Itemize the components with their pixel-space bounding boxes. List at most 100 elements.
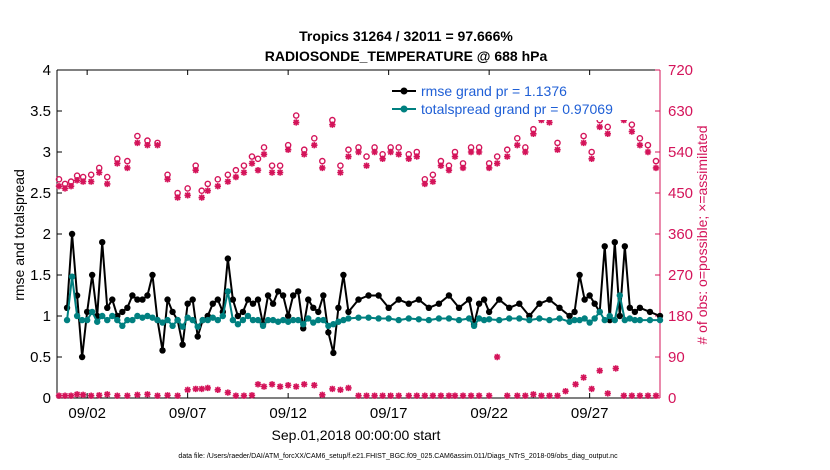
obs-assimilated-point (260, 151, 268, 158)
totalspread-point (320, 316, 327, 324)
obs-assimilated-point (413, 153, 420, 160)
rmse-point (274, 288, 282, 295)
totalspread-point (289, 316, 297, 324)
totalspread-point (164, 316, 171, 324)
y-tick-label: 3 (43, 144, 51, 161)
obs-possible-point (644, 141, 652, 149)
obs-assimilated-point (445, 167, 453, 174)
totalspread-point (154, 316, 161, 324)
obs-low-point (67, 392, 75, 399)
totalspread-point (199, 316, 206, 324)
totalspread-point (109, 312, 116, 320)
rmse-point (83, 308, 91, 316)
rmse-point (184, 300, 191, 307)
rmse-point (556, 304, 563, 311)
obs-assimilated-point (451, 153, 459, 160)
obs-assimilated-point (538, 116, 545, 124)
rmse-point (99, 239, 106, 246)
legend-rmse-label: rmse grand pr = 1.1376 (421, 83, 567, 99)
rmse-point (239, 308, 247, 316)
obs-possible-point (319, 157, 326, 165)
totalspread-point (104, 316, 111, 324)
rmse-point (144, 292, 151, 299)
rmse-point (264, 292, 272, 299)
y2-tick-label: 720 (668, 62, 693, 79)
obs-low-point (371, 392, 378, 399)
obs-assimilated-point (268, 169, 276, 176)
totalspread-point (470, 322, 478, 330)
x-axis-label: Sep.01,2018 00:00:00 start (272, 427, 441, 443)
obs-low-point (363, 392, 370, 399)
totalspread-point (229, 316, 237, 324)
y-tick-label: 1 (43, 308, 51, 325)
obs-possible-point (337, 162, 344, 169)
totalspread-point (375, 315, 382, 322)
obs-low-point (514, 392, 521, 399)
obs-possible-point (204, 180, 212, 188)
totalspread-point (209, 314, 216, 321)
obs-low-point (124, 392, 131, 399)
obs-low-point (55, 392, 63, 399)
obs-possible-point (198, 187, 206, 195)
obs-possible-point (184, 185, 191, 192)
obs-possible-point (55, 176, 63, 183)
totalspread-point (259, 322, 267, 330)
obs-low-point (329, 385, 336, 393)
obs-low-point (572, 381, 579, 388)
obs-assimilated-point (345, 153, 352, 160)
totalspread-point (189, 316, 196, 324)
obs-low-point (114, 392, 121, 399)
y2-tick-label: 450 (668, 185, 693, 202)
totalspread-point (139, 314, 146, 321)
rmse-point (320, 292, 327, 299)
obs-low-point (268, 381, 276, 388)
totalspread-point (239, 316, 247, 324)
totalspread-point (184, 314, 191, 321)
x-tick-label: 09/07 (169, 405, 207, 422)
obs-possible-point (248, 153, 256, 160)
totalspread-point (656, 316, 664, 324)
obs-assimilated-point (104, 180, 111, 188)
totalspread-point (335, 318, 342, 325)
totalspread-point (219, 312, 227, 320)
totalspread-point (224, 288, 232, 295)
obs-possible-point (580, 132, 587, 140)
totalspread-point (204, 316, 211, 324)
rmse-line (66, 233, 661, 358)
totalspread-point (596, 308, 603, 316)
obs-low-point (387, 392, 394, 399)
obs-possible-point (240, 162, 248, 169)
totalspread-point (144, 312, 151, 320)
rmse-point (621, 243, 629, 250)
totalspread-point (63, 316, 71, 324)
obs-low-point (596, 367, 603, 374)
totalspread-point (194, 323, 201, 330)
obs-assimilated-point (292, 119, 300, 126)
obs-possible-point (493, 153, 501, 160)
obs-assimilated-point (620, 116, 628, 124)
obs-low-point (224, 389, 232, 396)
totalspread-point (395, 316, 402, 324)
totalspread-point (616, 292, 623, 299)
obs-low-point (459, 392, 467, 399)
obs-low-point (421, 392, 429, 399)
obs-assimilated-point (504, 153, 511, 160)
totalspread-point (455, 316, 463, 324)
obs-low-point (87, 392, 95, 399)
data-file-footer: data file: /Users/raeder/DAI/ATM_forcXX/… (178, 453, 618, 460)
totalspread-point (315, 316, 322, 324)
rmse-point (365, 292, 372, 299)
totalspread-point (586, 319, 593, 326)
rmse-point (340, 271, 347, 279)
totalspread-point (134, 312, 141, 320)
rmse-point (395, 296, 402, 303)
obs-assimilated-point (198, 194, 205, 201)
obs-low-point (445, 392, 453, 399)
totalspread-point (556, 315, 563, 322)
y-tick-label: 0.5 (30, 349, 51, 366)
totalspread-point (536, 315, 543, 322)
obs-assimilated-point (395, 151, 402, 158)
obs-assimilated-point (214, 182, 221, 190)
obs-assimilated-point (636, 141, 644, 149)
